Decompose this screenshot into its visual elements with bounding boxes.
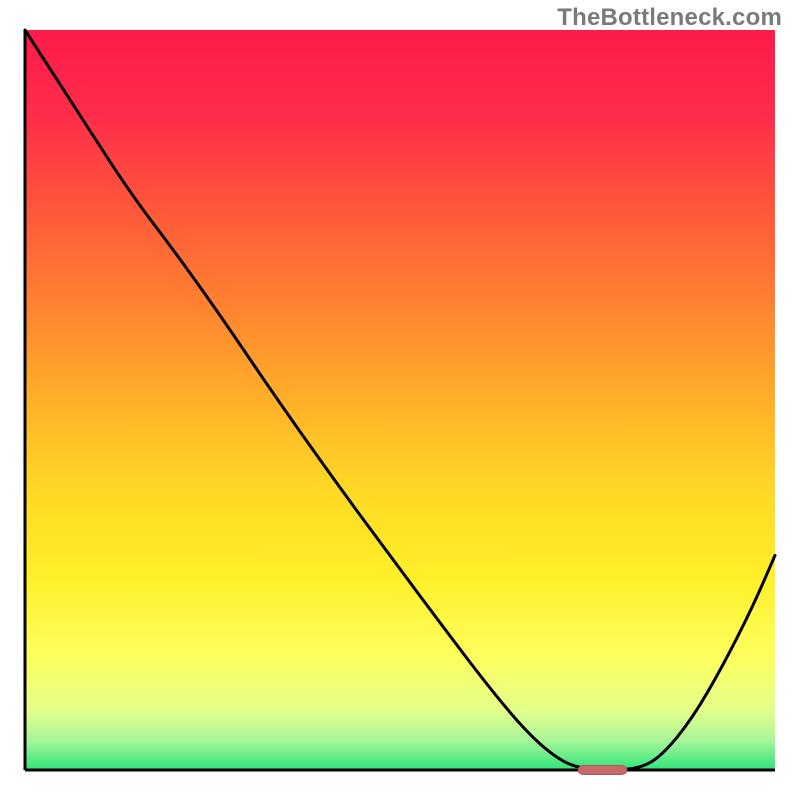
bottleneck-chart [0, 0, 800, 800]
watermark-text: TheBottleneck.com [557, 4, 782, 32]
optimal-marker [578, 766, 627, 775]
plot-background [25, 30, 775, 770]
chart-container: { "watermark": "TheBottleneck.com", "cha… [0, 0, 800, 800]
